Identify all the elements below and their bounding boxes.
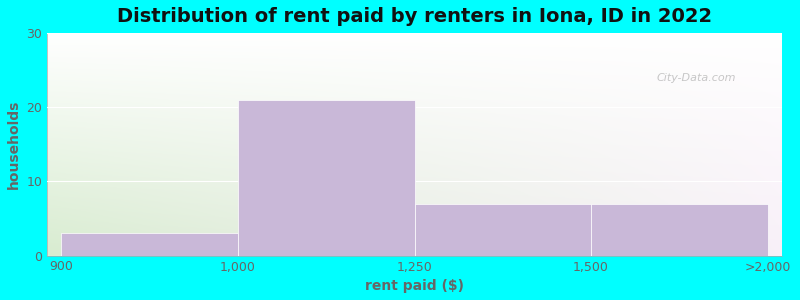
Bar (62, 233, 238, 256)
Title: Distribution of rent paid by renters in Iona, ID in 2022: Distribution of rent paid by renters in … (117, 7, 712, 26)
Bar (414, 204, 591, 256)
Bar (238, 100, 414, 256)
Bar (591, 204, 768, 256)
X-axis label: rent paid ($): rent paid ($) (365, 279, 464, 293)
Y-axis label: households: households (7, 100, 21, 189)
Text: City-Data.com: City-Data.com (657, 73, 737, 82)
